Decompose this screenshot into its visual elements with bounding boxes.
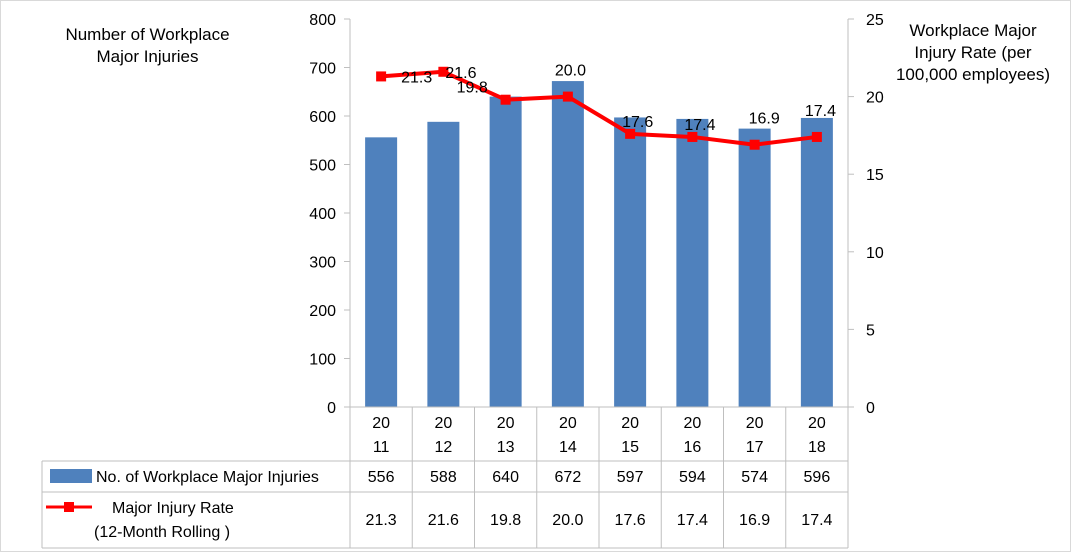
table-cell-bars: 596	[804, 469, 831, 486]
bar	[489, 96, 522, 407]
right-axis-tick-label: 15	[866, 167, 884, 184]
bar	[551, 81, 584, 407]
table-cell-bars: 574	[741, 469, 768, 486]
right-axis-title: Workplace Major Injury Rate (per 100,000…	[878, 20, 1068, 86]
table-cell-rate: 20.0	[552, 512, 583, 529]
right-axis-title-line-2: Injury Rate (per	[914, 43, 1032, 62]
rate-marker	[376, 71, 387, 82]
rate-data-label: 17.6	[622, 114, 653, 131]
x-axis-tick-label: 20	[434, 415, 452, 432]
x-axis-tick-label: 20	[746, 415, 764, 432]
table-cell-bars: 588	[430, 469, 457, 486]
legend-key-marker	[64, 502, 74, 512]
table-cell-rate: 19.8	[490, 512, 521, 529]
legend-label-line: (12-Month Rolling )	[94, 524, 230, 541]
left-axis-tick-label: 800	[309, 12, 336, 29]
left-axis-tick-label: 500	[309, 158, 336, 175]
x-axis-tick-label: 16	[683, 439, 701, 456]
table-cell-rate: 17.6	[615, 512, 646, 529]
rate-marker	[500, 94, 511, 105]
rate-marker	[811, 131, 822, 142]
x-axis-tick-label: 17	[746, 439, 764, 456]
table-cell-rate: 17.4	[677, 512, 708, 529]
x-axis-tick-label: 20	[497, 415, 515, 432]
right-axis-tick-label: 0	[866, 400, 875, 417]
table-cell-bars: 556	[368, 469, 395, 486]
rate-marker	[438, 66, 449, 77]
x-axis-tick-label: 20	[559, 415, 577, 432]
bar	[738, 128, 771, 408]
bar	[800, 117, 833, 407]
bar	[427, 121, 460, 407]
left-axis-tick-label: 700	[309, 61, 336, 78]
rate-marker	[625, 128, 636, 139]
legend-label-line: Major Injury Rate	[112, 500, 234, 517]
left-axis-tick-label: 300	[309, 255, 336, 272]
right-axis-tick-label: 20	[866, 90, 884, 107]
rate-line	[380, 69, 818, 147]
left-axis-tick-label: 100	[309, 352, 336, 369]
left-axis-title: Number of Workplace Major Injuries	[30, 24, 265, 68]
table-cell-rate: 17.4	[801, 512, 832, 529]
x-axis-tick-label: 14	[559, 439, 577, 456]
table-cell-bars: 594	[679, 469, 706, 486]
x-axis-tick-label: 12	[434, 439, 452, 456]
left-axis-tick-label: 400	[309, 206, 336, 223]
x-axis-tick-label: 20	[621, 415, 639, 432]
right-axis-title-line-1: Workplace Major	[909, 21, 1037, 40]
bar	[676, 118, 709, 407]
right-axis-tick-label: 25	[866, 12, 884, 29]
left-axis-title-line-1: Number of Workplace	[65, 25, 230, 44]
left-axis-tick-label: 0	[327, 400, 336, 417]
left-axis-title-line-2: Major Injuries	[96, 47, 199, 66]
x-axis-tick-label: 20	[808, 415, 826, 432]
rate-marker	[562, 91, 573, 102]
x-axis-tick-label: 18	[808, 439, 826, 456]
rate-data-label: 19.8	[457, 80, 488, 97]
right-axis-tick-label: 10	[866, 245, 884, 262]
x-axis-tick-label: 13	[497, 439, 515, 456]
rate-marker	[749, 139, 760, 150]
legend-key-bars	[50, 469, 92, 483]
x-axis-tick-label: 20	[372, 415, 390, 432]
x-axis-tick-label: 11	[373, 439, 390, 456]
table-cell-rate: 21.3	[366, 512, 397, 529]
bar	[365, 137, 398, 407]
table-cell-rate: 21.6	[428, 512, 459, 529]
table-cell-rate: 16.9	[739, 512, 770, 529]
left-axis-tick-label: 600	[309, 109, 336, 126]
table-cell-bars: 672	[555, 469, 582, 486]
left-axis-tick-label: 200	[309, 303, 336, 320]
rate-data-label: 21.6	[445, 65, 476, 82]
x-axis-tick-label: 15	[621, 439, 639, 456]
x-axis-tick-label: 20	[683, 415, 701, 432]
right-axis-tick-label: 5	[866, 322, 875, 339]
bar	[614, 117, 647, 407]
rate-data-label: 17.4	[684, 117, 715, 134]
table-cell-bars: 597	[617, 469, 644, 486]
right-axis-title-line-3: 100,000 employees)	[895, 65, 1051, 84]
table-cell-bars: 640	[492, 469, 519, 486]
legend-label-bars: No. of Workplace Major Injuries	[96, 469, 319, 486]
rate-data-label: 21.3	[401, 69, 432, 86]
rate-data-label: 20.0	[555, 63, 586, 80]
rate-data-label: 17.4	[805, 103, 836, 120]
rate-marker	[687, 131, 698, 142]
rate-data-label: 16.9	[749, 111, 780, 128]
